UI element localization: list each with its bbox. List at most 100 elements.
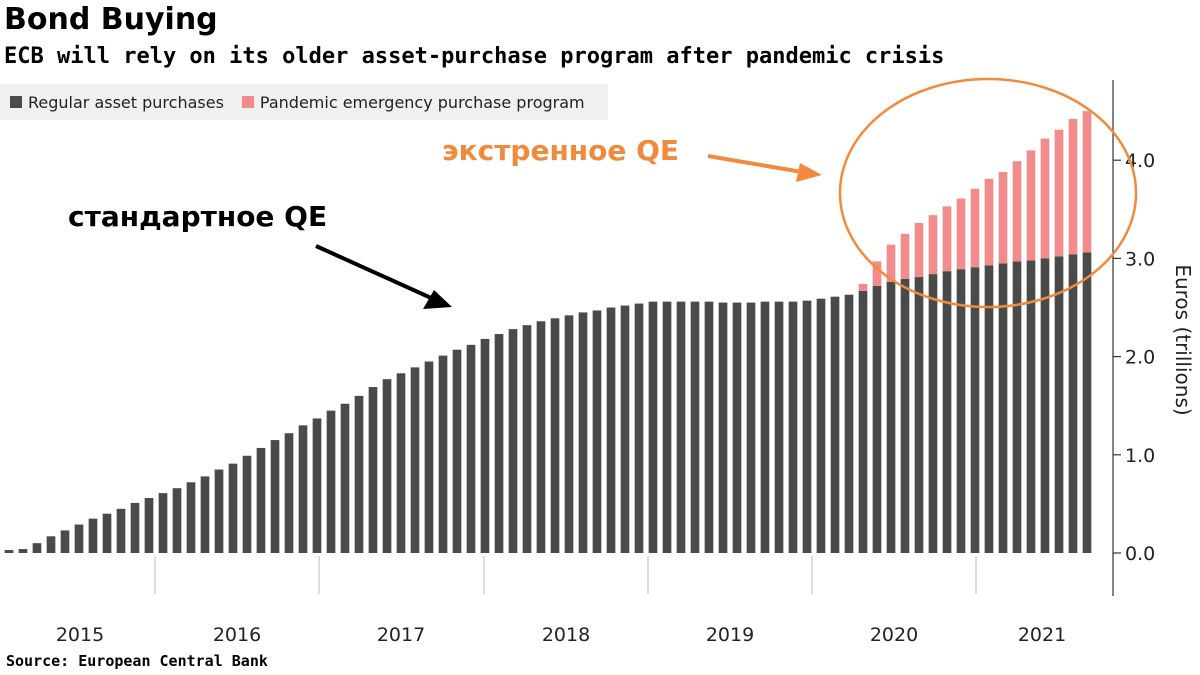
bar-pandemic (858, 283, 868, 291)
x-tick-label: 2021 (1018, 624, 1066, 646)
legend-label-regular: Regular asset purchases (28, 92, 224, 112)
bar-regular (368, 387, 378, 553)
bar-regular (774, 301, 784, 553)
bar-pandemic (928, 215, 938, 275)
bar-regular (144, 498, 154, 553)
bar-regular (802, 300, 812, 553)
bar-pandemic (900, 233, 910, 280)
bar-regular (858, 290, 868, 553)
x-tick-label: 2017 (377, 624, 425, 646)
y-tick-label: 1.0 (1125, 445, 1155, 467)
bar-regular (4, 550, 14, 553)
bar-regular (788, 301, 798, 553)
bar-regular (326, 410, 336, 553)
bar-regular (186, 482, 196, 553)
bar-regular (746, 302, 756, 553)
chart-title: Bond Buying (4, 2, 218, 37)
bar-regular (816, 298, 826, 553)
emergency-qe-arrow (707, 154, 803, 174)
legend-swatch-regular (10, 96, 22, 108)
standard-qe-arrowhead (423, 290, 452, 309)
bar-regular (676, 301, 686, 553)
x-tick-label: 2018 (542, 624, 590, 646)
bar-regular (648, 301, 658, 553)
legend-label-pandemic: Pandemic emergency purchase program (259, 92, 585, 112)
y-axis: 0.01.02.03.04.0 (1112, 80, 1155, 596)
bar-regular (1082, 252, 1092, 553)
bar-regular (886, 281, 896, 553)
legend: Regular asset purchases Pandemic emergen… (0, 84, 608, 120)
bar-regular (424, 361, 434, 553)
bar-regular (228, 463, 238, 553)
bar-pandemic (914, 223, 924, 278)
legend-item-regular: Regular asset purchases (10, 93, 224, 112)
bar-regular (760, 301, 770, 553)
x-tick-label: 2016 (213, 624, 261, 646)
bar-regular (1040, 258, 1050, 553)
bar-regular (88, 518, 98, 553)
bar-regular (550, 318, 560, 553)
bar-regular (998, 263, 1008, 553)
y-tick-label: 3.0 (1125, 248, 1155, 270)
bar-regular (396, 373, 406, 553)
bar-regular (592, 310, 602, 553)
bar-regular (732, 302, 742, 553)
bar-pandemic (998, 171, 1008, 264)
x-tick-label: 2015 (56, 624, 104, 646)
bar-regular (116, 508, 126, 553)
bar-pandemic (872, 261, 882, 286)
bar-regular (452, 349, 462, 553)
bar-regular (494, 334, 504, 553)
standard-qe-arrow (315, 244, 441, 304)
bar-regular (900, 279, 910, 553)
bar-regular (718, 302, 728, 553)
legend-item-pandemic: Pandemic emergency purchase program (241, 92, 585, 112)
bar-regular (466, 344, 476, 553)
bar-regular (508, 329, 518, 553)
bar-regular (46, 536, 56, 553)
bar-pandemic (1082, 111, 1092, 253)
bar-regular (312, 418, 322, 553)
bar-regular (382, 379, 392, 553)
bar-regular (928, 274, 938, 553)
bar-regular (690, 301, 700, 553)
bar-pandemic (984, 178, 994, 266)
y-axis-label: Euros (trillions) (1171, 264, 1195, 415)
emergency-qe-highlight-ellipse (838, 77, 1138, 309)
bar-regular (74, 524, 84, 553)
bar-regular (270, 440, 280, 553)
emergency-qe-annotation: экстренное QE (442, 134, 680, 167)
bar-regular (256, 447, 266, 553)
y-tick-label: 0.0 (1125, 543, 1155, 565)
bar-pandemic (1026, 150, 1036, 261)
bar-regular (984, 265, 994, 553)
bar-regular (1026, 260, 1036, 553)
bar-regular (480, 338, 490, 553)
bar-pandemic (956, 198, 966, 270)
bar-regular (830, 296, 840, 553)
bar-regular (298, 425, 308, 553)
bar-regular (172, 488, 182, 553)
bar-regular (438, 355, 448, 553)
x-tick-label: 2020 (870, 624, 918, 646)
x-axis: 2015 2016 2017 2018 2019 2020 2021 (56, 556, 1066, 646)
bar-regular (354, 395, 364, 553)
bar-regular (536, 321, 546, 553)
bar-regular (130, 502, 140, 553)
emergency-qe-arrowhead (796, 163, 822, 182)
legend-swatch-pandemic (241, 96, 254, 108)
bar-pandemic (886, 244, 896, 282)
source-note: Source: European Central Bank (6, 652, 268, 670)
bar-regular (1068, 254, 1078, 553)
bar-regular (662, 301, 672, 553)
bar-pandemic (970, 188, 980, 268)
bar-regular (1054, 256, 1064, 553)
bar-regular (844, 294, 854, 553)
annotation-shapes (315, 77, 1138, 309)
bars-group (4, 111, 1092, 553)
bar-regular (872, 285, 882, 553)
bar-regular (340, 403, 350, 553)
bar-regular (102, 513, 112, 553)
bar-regular (634, 303, 644, 553)
bar-regular (32, 543, 42, 553)
